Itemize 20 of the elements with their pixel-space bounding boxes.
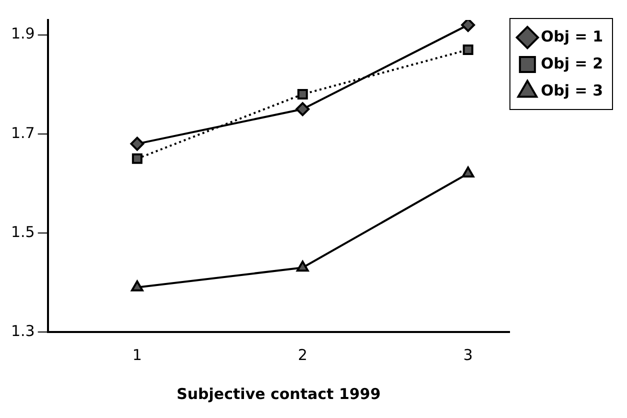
point (132, 153, 142, 164)
legend-label: Obj = 1 (540, 27, 604, 46)
legend-label: Obj = 2 (540, 54, 604, 72)
x-tick-label: 1 (132, 346, 142, 364)
point (297, 89, 308, 100)
point (461, 20, 476, 32)
legend-label: Obj = 3 (540, 81, 604, 100)
x-axis-title: Subjective contact 1999 (176, 384, 381, 403)
y-tick-label: 1.3 (10, 322, 35, 340)
point (296, 102, 310, 116)
point (130, 136, 144, 151)
point (130, 280, 144, 292)
point (462, 44, 474, 55)
point (462, 166, 474, 178)
y-tick-label: 1.7 (10, 124, 35, 142)
y-tick-label: 1.9 (10, 24, 35, 43)
y-tick-label: 1.5 (10, 222, 35, 241)
x-tick-label: 2 (298, 346, 308, 364)
point (296, 260, 309, 272)
x-tick-label: 3 (463, 346, 473, 364)
